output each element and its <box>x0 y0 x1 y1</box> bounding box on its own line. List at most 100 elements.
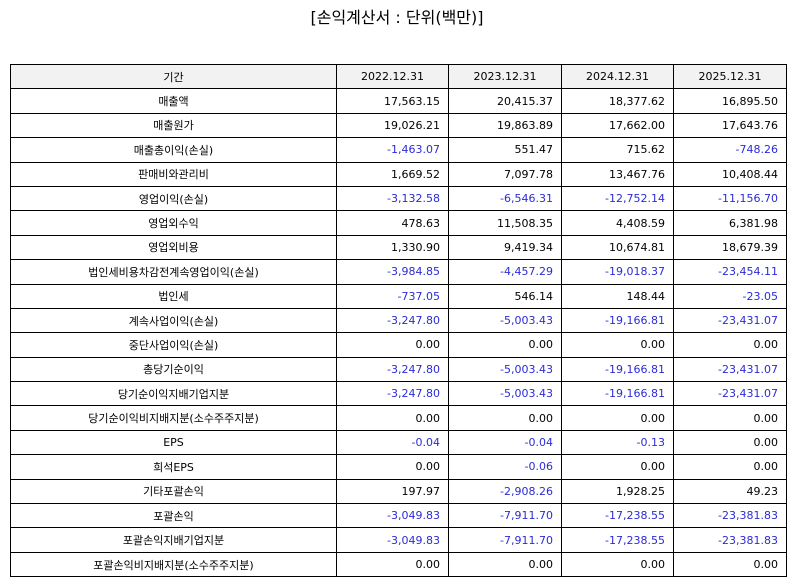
table-row: 계속사업이익(손실) -3,247.80 -5,003.43 -19,166.81 -2… <box>10 307 787 334</box>
row-label: 희석EPS <box>10 454 337 480</box>
value-cell: 546.14 <box>448 283 562 309</box>
value-cell: 0.00 <box>336 551 449 578</box>
row-label: 영업외수익 <box>10 210 337 236</box>
value-cell: 478.63 <box>336 210 449 236</box>
value-cell: 7,097.78 <box>448 161 562 187</box>
value-cell: -4,457.29 <box>448 259 562 285</box>
table-row: 법인세비용차감전계속영업이익(손실) -3,984.85 -4,457.29 -19,… <box>10 259 787 285</box>
table-row: 중단사업이익(손실) 0.00 0.00 0.00 0.00 <box>10 332 787 358</box>
header-row: 기간 2022.12.31 2023.12.31 2024.12.31 2025.12.… <box>10 63 787 90</box>
value-cell: -3,984.85 <box>336 259 449 285</box>
value-cell: 17,662.00 <box>561 112 674 139</box>
value-cell: -3,247.80 <box>336 307 449 334</box>
table-row: 당기순이익지배기업지분 -3,247.80 -5,003.43 -19,166.81-… <box>10 381 787 407</box>
row-label: 영업이익(손실) <box>10 185 337 212</box>
value-cell: -19,166.81 <box>561 381 674 407</box>
period-header: 2022.12.31 <box>336 63 449 90</box>
value-cell: 148.44 <box>561 283 674 309</box>
value-cell: 0.00 <box>336 454 449 480</box>
period-header: 2023.12.31 <box>448 63 562 90</box>
table-row: 판매비와관리비 1,669.52 7,097.78 13,467.76 10,408.4… <box>10 161 787 187</box>
value-cell: -0.06 <box>448 454 562 480</box>
value-cell: 19,026.21 <box>336 112 449 139</box>
value-cell: -23,381.83 <box>673 503 787 529</box>
table-row: 영업외비용 1,330.90 9,419.34 10,674.81 18,679.39 <box>10 234 787 261</box>
value-cell: -1,463.07 <box>336 137 449 163</box>
income-statement-table: 기간 2022.12.31 2023.12.31 2024.12.31 2025.12.… <box>10 63 787 578</box>
row-label: 계속사업이익(손실) <box>10 307 337 334</box>
value-cell: 551.47 <box>448 137 562 163</box>
value-cell: 0.00 <box>673 454 787 480</box>
value-cell: -3,132.58 <box>336 185 449 212</box>
row-label: 법인세 <box>10 283 337 309</box>
row-label: EPS <box>10 429 337 456</box>
value-cell: 4,408.59 <box>561 210 674 236</box>
table-row: 법인세 -737.05 546.14 148.44 -23.05 <box>10 283 787 309</box>
table-body: 기간 2022.12.31 2023.12.31 2024.12.31 2025.12.… <box>10 63 787 578</box>
row-label: 당기순이익지배기업지분 <box>10 381 337 407</box>
value-cell: 0.00 <box>336 332 449 358</box>
value-cell: 17,643.76 <box>673 112 787 139</box>
value-cell: -19,166.81 <box>561 356 674 383</box>
value-cell: -6,546.31 <box>448 185 562 212</box>
table-row: 당기순이익비지배지분(소수주주지분) 0.00 0.00 0.00 0.00 <box>10 405 787 431</box>
value-cell: 0.00 <box>673 332 787 358</box>
value-cell: 0.00 <box>448 405 562 431</box>
value-cell: 0.00 <box>561 454 674 480</box>
value-cell: -17,238.55 <box>561 527 674 553</box>
value-cell: 0.00 <box>673 429 787 456</box>
value-cell: -11,156.70 <box>673 185 787 212</box>
row-label: 매출총이익(손실) <box>10 137 337 163</box>
value-cell: 715.62 <box>561 137 674 163</box>
table-row: 기타포괄손익 197.97 -2,908.26 1,928.25 49.23 <box>10 478 787 505</box>
value-cell: -0.04 <box>448 429 562 456</box>
row-label: 매출액 <box>10 88 337 114</box>
value-cell: 9,419.34 <box>448 234 562 261</box>
value-cell: 0.00 <box>336 405 449 431</box>
table-row: 총당기순이익 -3,247.80 -5,003.43 -19,166.81 -23,43… <box>10 356 787 383</box>
value-cell: 18,679.39 <box>673 234 787 261</box>
value-cell: -23,431.07 <box>673 307 787 334</box>
row-label: 포괄손익비지배지분(소수주주지분) <box>10 551 337 578</box>
value-cell: -23,454.11 <box>673 259 787 285</box>
value-cell: -5,003.43 <box>448 356 562 383</box>
row-label: 당기순이익비지배지분(소수주주지분) <box>10 405 337 431</box>
row-label: 포괄손익 <box>10 503 337 529</box>
row-label: 포괄손익지배기업지분 <box>10 527 337 553</box>
table-row: EPS -0.04 -0.04 -0.13 0.00 <box>10 429 787 456</box>
value-cell: 197.97 <box>336 478 449 505</box>
value-cell: -12,752.14 <box>561 185 674 212</box>
value-cell: 0.00 <box>448 551 562 578</box>
value-cell: -7,911.70 <box>448 503 562 529</box>
value-cell: 10,408.44 <box>673 161 787 187</box>
value-cell: 49.23 <box>673 478 787 505</box>
value-cell: -23.05 <box>673 283 787 309</box>
value-cell: 0.00 <box>561 405 674 431</box>
value-cell: 1,330.90 <box>336 234 449 261</box>
table-row: 영업이익(손실) -3,132.58 -6,546.31 -12,752.14 -11,… <box>10 185 787 212</box>
value-cell: -23,431.07 <box>673 356 787 383</box>
period-header: 2024.12.31 <box>561 63 674 90</box>
table-row: 포괄손익지배기업지분 -3,049.83 -7,911.70 -17,238.55 -2… <box>10 527 787 553</box>
value-cell: -3,049.83 <box>336 527 449 553</box>
value-cell: 20,415.37 <box>448 88 562 114</box>
value-cell: -0.04 <box>336 429 449 456</box>
value-cell: -3,049.83 <box>336 503 449 529</box>
value-cell: -0.13 <box>561 429 674 456</box>
value-cell: 0.00 <box>561 551 674 578</box>
value-cell: -19,018.37 <box>561 259 674 285</box>
value-cell: 0.00 <box>673 405 787 431</box>
row-label: 법인세비용차감전계속영업이익(손실) <box>10 259 337 285</box>
value-cell: -3,247.80 <box>336 356 449 383</box>
value-cell: -748.26 <box>673 137 787 163</box>
value-cell: -23,381.83 <box>673 527 787 553</box>
table-row: 희석EPS 0.00 -0.06 0.00 0.00 <box>10 454 787 480</box>
value-cell: -2,908.26 <box>448 478 562 505</box>
value-cell: 18,377.62 <box>561 88 674 114</box>
value-cell: -23,431.07 <box>673 381 787 407</box>
value-cell: 11,508.35 <box>448 210 562 236</box>
table-row: 영업외수익 478.63 11,508.35 4,408.59 6,381.98 <box>10 210 787 236</box>
value-cell: 0.00 <box>448 332 562 358</box>
table-row: 매출액 17,563.15 20,415.37 18,377.62 16,895.50 <box>10 88 787 114</box>
